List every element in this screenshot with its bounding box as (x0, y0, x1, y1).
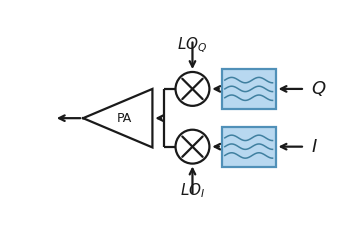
Circle shape (176, 130, 209, 164)
Circle shape (176, 72, 209, 106)
Text: $I$: $I$ (311, 138, 318, 156)
Text: $LO_Q$: $LO_Q$ (177, 36, 208, 55)
Bar (222, 127, 276, 167)
Text: $Q$: $Q$ (311, 79, 327, 99)
Text: $LO_I$: $LO_I$ (180, 181, 205, 200)
Text: PA: PA (116, 112, 132, 125)
Bar (222, 69, 276, 109)
Polygon shape (83, 89, 153, 147)
